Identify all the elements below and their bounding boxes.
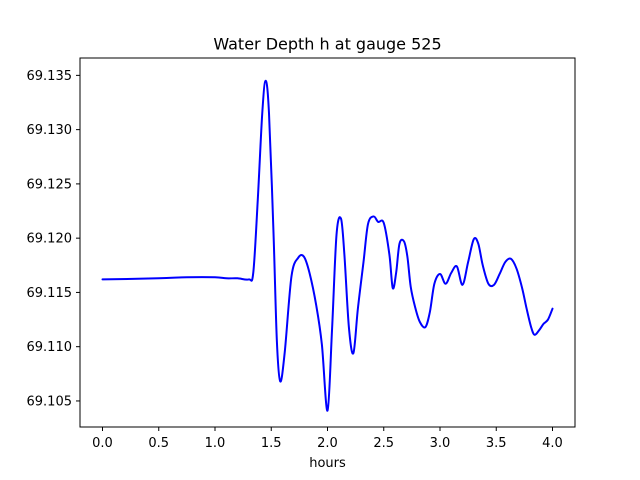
plot-frame — [79, 57, 576, 428]
y-axis: 69.105 69.110 69.115 69.120 69.125 69.130 69.1… — [27, 69, 80, 409]
x-tick-label: 4.0 — [542, 436, 563, 451]
x-tick-label: 1.5 — [261, 436, 282, 451]
y-tick-label: 69.105 — [27, 394, 73, 409]
y-tick-label: 69.110 — [27, 340, 73, 355]
x-tick-label: 3.0 — [430, 436, 451, 451]
x-tick-label: 3.5 — [486, 436, 507, 451]
plot-area — [101, 79, 554, 412]
x-tick-label: 0.0 — [92, 436, 113, 451]
x-axis-label: hours — [309, 456, 346, 471]
x-axis: 0.0 0.5 1.0 1.5 2.0 2.5 3.0 3.5 4.0 — [92, 427, 563, 451]
y-tick-label: 69.115 — [27, 286, 73, 301]
y-tick-label: 69.120 — [27, 232, 73, 247]
y-tick-label: 69.130 — [27, 123, 73, 138]
x-tick-label: 0.5 — [148, 436, 169, 451]
x-tick-label: 1.0 — [205, 436, 226, 451]
series-line — [101, 79, 554, 412]
chart-title: Water Depth h at gauge 525 — [213, 35, 441, 54]
x-tick-label: 2.5 — [373, 436, 394, 451]
x-tick-label: 2.0 — [317, 436, 338, 451]
y-tick-label: 69.125 — [27, 177, 73, 192]
y-tick-label: 69.135 — [27, 69, 73, 84]
